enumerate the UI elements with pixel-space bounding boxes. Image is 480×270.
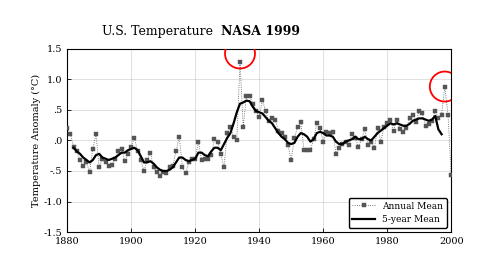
- Legend: Annual Mean, 5-year Mean: Annual Mean, 5-year Mean: [348, 198, 447, 228]
- Annual Mean: [64, 127, 70, 130]
- 5-year Mean: [375, 131, 381, 135]
- Line: 5-year Mean: 5-year Mean: [73, 101, 442, 171]
- 5-year Mean: [160, 169, 166, 173]
- 5-year Mean: [416, 117, 422, 120]
- Text: NASA 1999: NASA 1999: [221, 25, 300, 38]
- Annual Mean: [330, 130, 336, 133]
- 5-year Mean: [243, 99, 249, 102]
- 5-year Mean: [324, 134, 329, 137]
- Y-axis label: Temperature Anomaly (°C): Temperature Anomaly (°C): [32, 74, 41, 207]
- Annual Mean: [448, 173, 454, 176]
- 5-year Mean: [439, 133, 444, 136]
- 5-year Mean: [199, 151, 204, 154]
- Annual Mean: [103, 161, 108, 164]
- Annual Mean: [157, 174, 163, 177]
- Annual Mean: [154, 171, 160, 174]
- Annual Mean: [429, 119, 435, 122]
- Annual Mean: [231, 135, 237, 138]
- 5-year Mean: [71, 146, 76, 149]
- Text: U.S. Temperature: U.S. Temperature: [102, 25, 213, 38]
- 5-year Mean: [301, 133, 307, 136]
- Annual Mean: [237, 60, 243, 64]
- 5-year Mean: [384, 124, 390, 127]
- Annual Mean: [311, 137, 316, 141]
- Line: Annual Mean: Annual Mean: [66, 60, 453, 177]
